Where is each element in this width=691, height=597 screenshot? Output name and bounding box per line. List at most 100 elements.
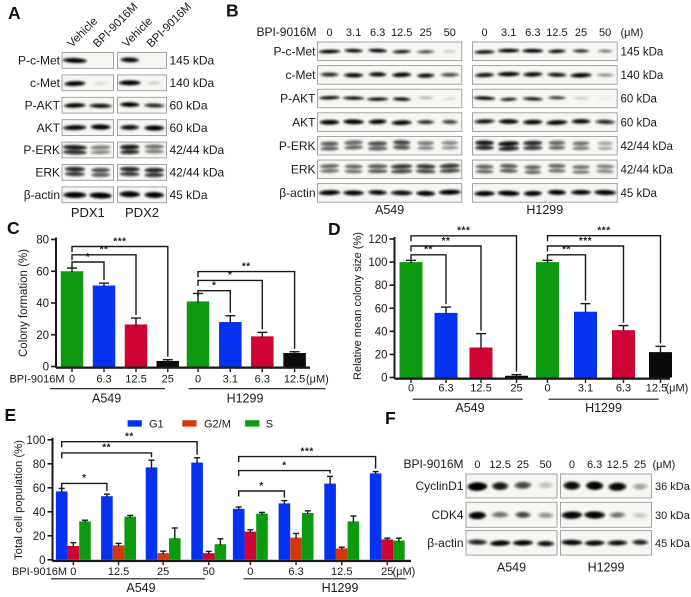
significance-stars: ** <box>242 261 251 272</box>
blot-band-core <box>371 72 384 77</box>
blot-band <box>119 191 141 198</box>
blot-band-core <box>526 49 540 53</box>
blot-kda-label: 42/44 kDa <box>621 165 674 177</box>
panel-b: B BPI-9016M (μM) P-c-Met 145 kDa c-Met 140 … <box>226 1 674 218</box>
blot-band-core <box>149 81 159 85</box>
dose-label: 12.5 <box>125 374 146 386</box>
bar <box>574 311 597 378</box>
blot-row-label: ERK <box>291 163 316 177</box>
blot-band <box>62 57 87 64</box>
blot-band-lower <box>144 149 165 154</box>
y-tick-label: 60 <box>375 303 388 315</box>
blot-band-upper <box>439 163 461 169</box>
blot-band-core <box>148 192 161 198</box>
blot-band <box>570 189 592 195</box>
significance-bracket <box>238 469 331 477</box>
dose-label: 6.3 <box>616 383 631 395</box>
blot-box <box>472 183 618 203</box>
dose-label: 25 <box>162 374 174 386</box>
blot-band-lower <box>344 169 363 174</box>
y-tick-label: 40 <box>375 326 388 338</box>
blot-band <box>144 144 165 154</box>
significance-bracket <box>410 245 482 331</box>
blot-band <box>390 190 413 196</box>
blot-band <box>497 71 520 77</box>
blot-band-core <box>420 74 432 78</box>
bar <box>278 503 291 560</box>
bar <box>156 360 180 367</box>
blot-band-lower <box>415 169 436 174</box>
significance-stars: * <box>228 270 232 281</box>
dose-label: 0 <box>474 459 480 471</box>
blot-band-lower <box>597 146 613 151</box>
blot-band-core <box>540 541 552 546</box>
dose-label: 0 <box>408 383 414 395</box>
blot-band <box>523 190 543 196</box>
blot-box <box>317 88 463 109</box>
blot-band <box>561 539 583 546</box>
blot-band <box>584 511 606 519</box>
blot-band-upper <box>393 140 411 145</box>
blot-band-core <box>526 191 539 196</box>
y-tick-label: 20 <box>33 531 46 543</box>
panel-b-unit-label: (μM) <box>621 27 644 39</box>
blot-kda-label: 45 kDa <box>655 538 691 550</box>
blot-row-label: P-AKT <box>280 92 316 106</box>
bar <box>145 467 158 560</box>
blot-band-core <box>67 125 83 130</box>
blot-band <box>343 72 364 78</box>
blot-band-lower <box>367 146 388 151</box>
blot-band-core <box>395 73 408 77</box>
blot-band-upper <box>64 166 86 172</box>
blot-band-core <box>95 82 106 85</box>
blot-band-core <box>551 49 563 53</box>
blot-band-core <box>419 50 432 54</box>
blot-band-core <box>575 49 587 53</box>
blot-kda-label: 145 kDa <box>170 54 215 68</box>
blot-row-label: c-Met <box>286 68 317 82</box>
blot-band <box>561 511 583 519</box>
blot-band <box>119 144 140 155</box>
blot-band <box>498 141 520 151</box>
blot-box <box>472 159 618 180</box>
blot-band <box>608 482 627 491</box>
blot-box <box>472 135 618 156</box>
blot-row-label: β-actin <box>279 186 315 200</box>
blot-band-core <box>395 97 408 101</box>
dose-label: 0 <box>326 27 332 39</box>
blot-band-core <box>517 512 528 518</box>
bar <box>290 537 302 560</box>
blot-band <box>609 511 626 519</box>
blot-band-core <box>444 97 455 100</box>
blot-band <box>596 164 615 174</box>
blot-band <box>468 511 487 520</box>
blot-band <box>497 48 520 53</box>
blot-box <box>61 119 114 136</box>
panel-c-chart: 0 20 40 60 80 0 6.3 12.5 25 A549 0 3.1 6.3 12.5 H1299 B… <box>9 235 328 406</box>
blot-band <box>596 73 615 78</box>
blot-box <box>117 119 167 136</box>
blot-band <box>392 72 412 78</box>
dose-label: 0 <box>544 383 550 395</box>
blot-band <box>467 482 488 491</box>
group-label: H1299 <box>322 581 359 595</box>
blot-band-core <box>93 104 108 108</box>
significance-bracket <box>61 482 108 492</box>
blot-band <box>416 190 436 196</box>
panel-f-unit-label: (μM) <box>653 459 676 471</box>
blot-band <box>119 166 140 177</box>
blot-band <box>146 81 162 85</box>
dose-label: 25 <box>381 566 393 578</box>
blot-band <box>143 103 165 108</box>
y-tick-label: 20 <box>36 330 49 342</box>
blot-band <box>474 50 495 54</box>
blot-band <box>415 164 436 174</box>
significance-stars: * <box>259 481 263 492</box>
blot-row-label: P-ERK <box>279 139 316 153</box>
blot-band-core <box>419 191 432 196</box>
blot-band <box>467 539 488 545</box>
blot-band <box>416 96 435 100</box>
dose-label: 25 <box>420 27 432 39</box>
blot-band <box>120 124 140 130</box>
group-label: H1299 <box>585 401 622 415</box>
